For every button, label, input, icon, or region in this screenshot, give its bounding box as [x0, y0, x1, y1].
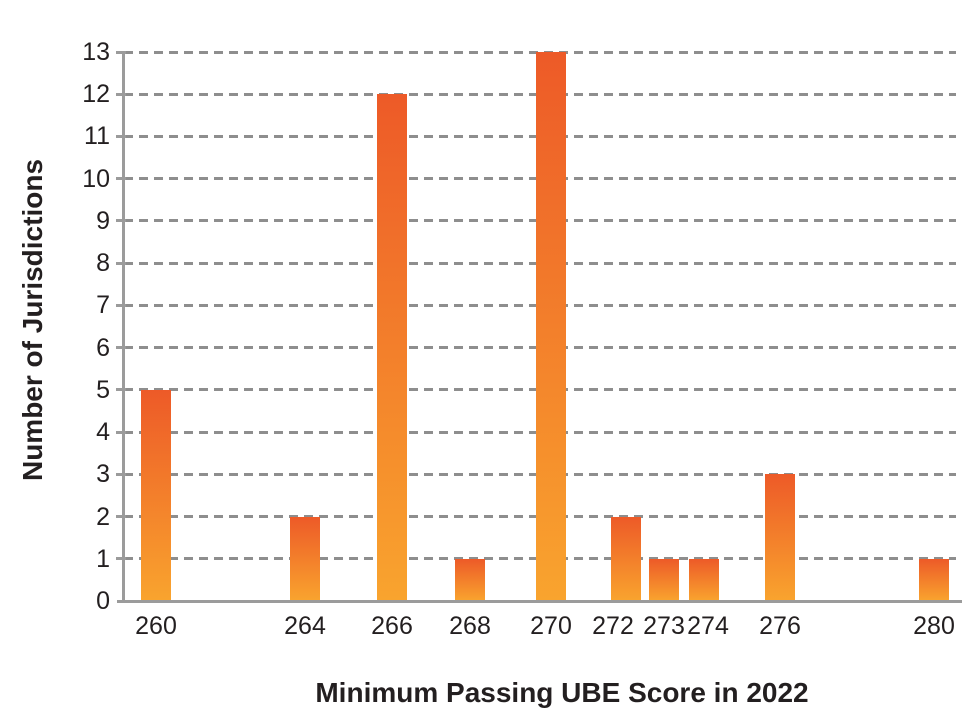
bar — [611, 516, 641, 601]
x-tick-label: 273 — [643, 612, 685, 640]
x-tick-label: 268 — [449, 612, 491, 640]
x-tick-label: 280 — [913, 612, 955, 640]
bar — [141, 389, 171, 601]
y-axis-line — [122, 52, 125, 602]
x-axis-line — [117, 600, 962, 603]
y-tick-label: 9 — [96, 206, 110, 235]
y-tick-label: 4 — [96, 418, 110, 447]
bar — [689, 558, 719, 601]
bar — [649, 558, 679, 601]
y-axis-tick — [116, 515, 126, 519]
y-tick-label: 13 — [82, 38, 110, 66]
y-tick-label: 6 — [96, 333, 110, 362]
y-axis-tick — [116, 388, 126, 392]
bar — [290, 516, 320, 601]
y-tick-label: 2 — [96, 502, 110, 531]
y-axis-tick — [116, 50, 126, 54]
x-tick-label: 274 — [687, 612, 729, 640]
x-axis-title: Minimum Passing UBE Score in 2022 — [315, 677, 809, 708]
y-axis-tick — [116, 557, 126, 561]
x-tick-label: 270 — [530, 612, 572, 640]
y-tick-label: 8 — [96, 249, 110, 278]
y-axis-tick — [116, 92, 126, 96]
bar — [536, 52, 566, 601]
bar — [919, 558, 949, 601]
y-axis-tick — [116, 261, 126, 265]
y-tick-label: 10 — [82, 164, 110, 193]
y-tick-label: 11 — [84, 122, 110, 151]
x-tick-label: 264 — [284, 612, 326, 640]
x-tick-label: 276 — [759, 612, 801, 640]
y-axis-tick — [116, 472, 126, 476]
bar — [455, 558, 485, 601]
y-tick-label: 3 — [96, 460, 110, 489]
y-axis-tick — [116, 430, 126, 434]
bar — [377, 94, 407, 601]
y-axis-tick — [116, 177, 126, 181]
y-tick-label: 7 — [96, 291, 110, 320]
x-tick-label: 260 — [135, 612, 177, 640]
y-tick-label: 5 — [96, 375, 110, 404]
y-axis-tick — [116, 303, 126, 307]
y-tick-label: 12 — [82, 80, 110, 109]
y-axis-tick — [116, 134, 126, 138]
x-tick-label: 272 — [592, 612, 634, 640]
bar — [765, 474, 795, 601]
x-tick-label: 266 — [371, 612, 413, 640]
y-tick-label: 0 — [96, 587, 110, 615]
y-tick-label: 1 — [96, 544, 110, 573]
y-axis-tick — [116, 219, 126, 223]
y-axis-tick — [116, 346, 126, 350]
